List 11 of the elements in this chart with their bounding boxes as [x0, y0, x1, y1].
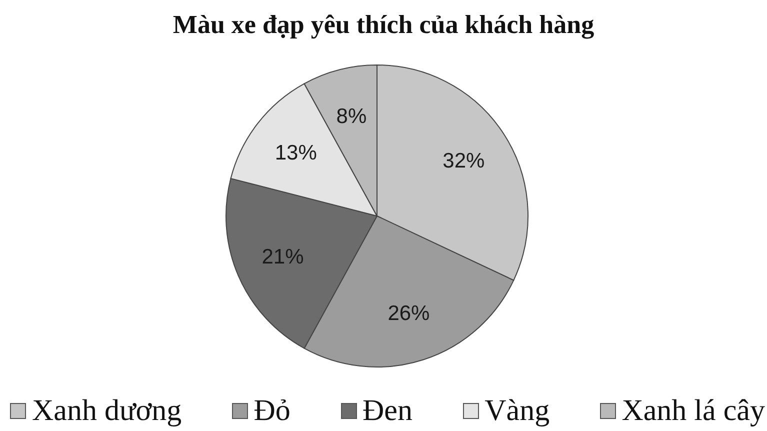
- legend-label: Đen: [362, 394, 412, 428]
- chart-title: Màu xe đạp yêu thích của khách hàng: [172, 10, 596, 40]
- data-label: 13%: [274, 142, 317, 165]
- legend-label: Đỏ: [254, 394, 290, 428]
- data-label: 26%: [388, 302, 430, 326]
- legend-label: Vàng: [484, 394, 550, 428]
- data-label: 21%: [262, 245, 304, 268]
- legend-label: Xanh lá cây: [622, 394, 765, 428]
- data-label: 8%: [336, 105, 367, 128]
- legend-label: Xanh dương: [32, 394, 182, 428]
- data-label: 32%: [442, 149, 485, 172]
